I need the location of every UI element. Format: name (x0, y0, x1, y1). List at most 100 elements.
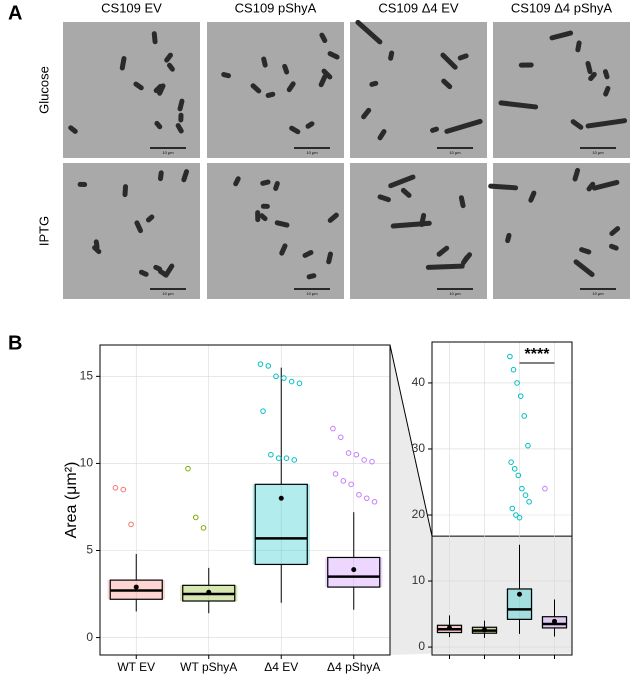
cell (321, 68, 333, 80)
outlier (525, 442, 531, 449)
cell (274, 220, 290, 228)
outlier (507, 353, 513, 360)
scale-bar-label: 10 μm (306, 291, 318, 296)
cell (259, 213, 268, 222)
outlier (510, 366, 517, 373)
micrograph (350, 22, 487, 158)
outlier (192, 514, 199, 521)
cell (361, 107, 372, 120)
cell (355, 19, 383, 45)
scale-bar-label: 10 μm (162, 291, 174, 296)
cell (93, 239, 100, 250)
cell (585, 60, 593, 75)
outlier (513, 512, 519, 518)
cell (305, 121, 315, 129)
cell (603, 85, 611, 97)
mean (278, 495, 284, 501)
cell (588, 71, 597, 82)
cell (306, 273, 317, 280)
cell (608, 243, 619, 251)
cell (260, 203, 270, 209)
cell (153, 264, 163, 272)
zoom-region (390, 345, 432, 655)
outlier (291, 457, 298, 463)
cell (282, 63, 290, 75)
mean (517, 591, 522, 597)
cell (575, 40, 582, 53)
cell (154, 120, 163, 130)
cell (273, 180, 280, 191)
cell (488, 183, 519, 191)
scale-bar-label: 10 μm (592, 291, 604, 296)
outlier (521, 413, 528, 419)
cell (400, 187, 412, 198)
mean (482, 627, 487, 633)
outlier (268, 451, 274, 458)
cell (327, 51, 340, 60)
outlier (185, 465, 191, 472)
significance-label: **** (525, 346, 551, 363)
cell (579, 247, 592, 255)
column-title: CS109 Δ4 EV (378, 0, 459, 15)
mean (552, 618, 557, 624)
outlier (260, 408, 266, 414)
outlier (517, 393, 524, 399)
y-tick-label: 0 (86, 630, 93, 644)
micrograph (207, 22, 344, 158)
box (327, 556, 381, 588)
cell (178, 112, 184, 123)
cell (570, 119, 584, 130)
outlier (371, 498, 378, 505)
zoom-line (389, 344, 433, 537)
cell (157, 83, 166, 96)
outlier (515, 472, 522, 479)
outlier (522, 492, 529, 498)
cell (175, 123, 184, 134)
panel-label: B (8, 332, 22, 354)
box (254, 483, 308, 566)
cell (166, 62, 175, 72)
cell (289, 125, 301, 135)
y-tick-label: 20 (412, 507, 426, 521)
x-tick-label: Δ4 EV (264, 660, 298, 674)
outlier (332, 471, 339, 477)
outlier (337, 434, 344, 441)
row-label: IPTG (36, 216, 51, 246)
cell (250, 83, 262, 94)
cell (441, 78, 453, 90)
cell (261, 56, 268, 68)
y-tick-label: 10 (80, 456, 94, 470)
cell (369, 80, 379, 87)
y-tick-label: 30 (412, 441, 426, 455)
cell (528, 190, 537, 203)
cell (457, 53, 469, 61)
y-tick-label: 0 (418, 639, 425, 653)
cell (602, 69, 610, 80)
cell (145, 214, 155, 223)
cell (377, 129, 387, 141)
cell (134, 220, 143, 234)
outlier (508, 459, 514, 465)
outlier (330, 425, 336, 432)
column-title: CS109 Δ4 pShyA (511, 0, 613, 15)
box-cloud (325, 557, 383, 588)
cell (419, 212, 427, 227)
cell (157, 170, 164, 182)
cell (164, 52, 173, 63)
cell (122, 184, 129, 198)
cell (388, 50, 395, 61)
outlier (120, 486, 127, 493)
cell (260, 179, 271, 186)
outlier (275, 455, 282, 462)
y-tick-label: 5 (86, 543, 93, 557)
cell (591, 179, 620, 191)
outlier (112, 485, 119, 491)
cell (265, 91, 276, 98)
outlier (516, 514, 523, 521)
cell (319, 32, 328, 44)
y-tick-label: 40 (412, 375, 426, 389)
column-title: CS109 pShyA (235, 0, 317, 15)
mean (351, 567, 357, 573)
outlier (265, 363, 272, 369)
outlier (200, 525, 207, 531)
